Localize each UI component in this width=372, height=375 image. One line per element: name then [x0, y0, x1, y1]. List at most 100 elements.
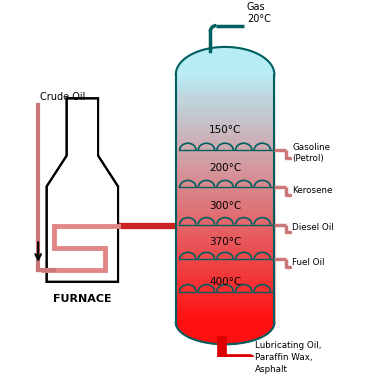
- Bar: [176, 191, 275, 194]
- Bar: [176, 299, 275, 302]
- Bar: [46, 268, 118, 271]
- Bar: [46, 178, 118, 181]
- Bar: [46, 158, 118, 161]
- Bar: [46, 226, 118, 229]
- Bar: [46, 220, 118, 223]
- Bar: [176, 186, 275, 189]
- Bar: [46, 138, 118, 141]
- Bar: [176, 288, 275, 290]
- Bar: [176, 292, 275, 294]
- Bar: [176, 282, 275, 284]
- Bar: [46, 172, 118, 176]
- Bar: [46, 262, 118, 266]
- Bar: [176, 171, 275, 174]
- Bar: [176, 144, 275, 147]
- Bar: [176, 274, 275, 277]
- Bar: [176, 75, 275, 77]
- Bar: [176, 284, 275, 286]
- Bar: [176, 129, 275, 132]
- Bar: [176, 183, 275, 185]
- Bar: [176, 195, 275, 197]
- Text: 300°C: 300°C: [209, 201, 241, 211]
- Text: FURNACE: FURNACE: [53, 294, 112, 304]
- Bar: [176, 256, 275, 258]
- Bar: [46, 164, 118, 166]
- Bar: [46, 209, 118, 212]
- Bar: [176, 268, 275, 270]
- Bar: [46, 125, 118, 128]
- Bar: [176, 293, 275, 296]
- Bar: [46, 195, 118, 197]
- Bar: [176, 80, 275, 82]
- Bar: [46, 261, 118, 264]
- Bar: [46, 198, 118, 201]
- Bar: [176, 190, 275, 192]
- Bar: [46, 266, 118, 269]
- Text: 400°C: 400°C: [209, 277, 241, 286]
- Bar: [176, 130, 275, 133]
- Bar: [46, 189, 118, 192]
- Bar: [176, 121, 275, 123]
- Bar: [46, 275, 118, 278]
- Bar: [176, 97, 275, 99]
- Bar: [46, 169, 118, 172]
- Bar: [176, 193, 275, 195]
- Bar: [176, 153, 275, 155]
- Bar: [176, 166, 275, 169]
- Bar: [176, 199, 275, 201]
- Bar: [176, 272, 275, 274]
- Text: Kerosene: Kerosene: [292, 186, 333, 195]
- Bar: [176, 82, 275, 84]
- Polygon shape: [46, 98, 118, 282]
- Bar: [46, 101, 118, 104]
- Bar: [176, 238, 275, 241]
- Bar: [176, 228, 275, 231]
- Bar: [46, 148, 118, 152]
- Bar: [46, 246, 118, 249]
- Bar: [176, 107, 275, 109]
- Bar: [176, 141, 275, 143]
- Bar: [176, 262, 275, 264]
- Bar: [176, 320, 275, 322]
- Bar: [176, 304, 275, 306]
- Bar: [46, 130, 118, 133]
- Bar: [176, 139, 275, 141]
- Bar: [46, 235, 118, 238]
- Bar: [176, 211, 275, 213]
- Bar: [176, 198, 275, 200]
- Bar: [46, 152, 118, 155]
- Text: Diesel Oil: Diesel Oil: [292, 223, 334, 232]
- Text: Gas
20°C: Gas 20°C: [247, 2, 271, 24]
- Bar: [176, 123, 275, 125]
- Bar: [176, 111, 275, 113]
- Bar: [176, 86, 275, 88]
- Bar: [176, 267, 275, 269]
- Bar: [176, 159, 275, 161]
- Bar: [176, 91, 275, 93]
- Bar: [176, 242, 275, 244]
- Bar: [176, 252, 275, 254]
- Bar: [46, 110, 118, 113]
- Bar: [176, 291, 275, 293]
- Bar: [176, 173, 275, 175]
- Bar: [176, 227, 275, 230]
- Bar: [176, 231, 275, 233]
- Bar: [176, 206, 275, 209]
- Bar: [46, 250, 118, 252]
- Bar: [176, 182, 275, 184]
- Bar: [176, 170, 275, 172]
- Bar: [176, 168, 275, 170]
- Bar: [176, 149, 275, 152]
- Bar: [176, 266, 275, 268]
- Bar: [176, 143, 275, 145]
- Bar: [46, 187, 118, 190]
- Bar: [176, 264, 275, 267]
- Bar: [176, 255, 275, 257]
- Bar: [46, 123, 118, 126]
- Bar: [176, 93, 275, 96]
- Bar: [176, 212, 275, 215]
- Bar: [46, 191, 118, 194]
- Bar: [176, 240, 275, 242]
- Bar: [46, 97, 118, 100]
- Bar: [176, 163, 275, 165]
